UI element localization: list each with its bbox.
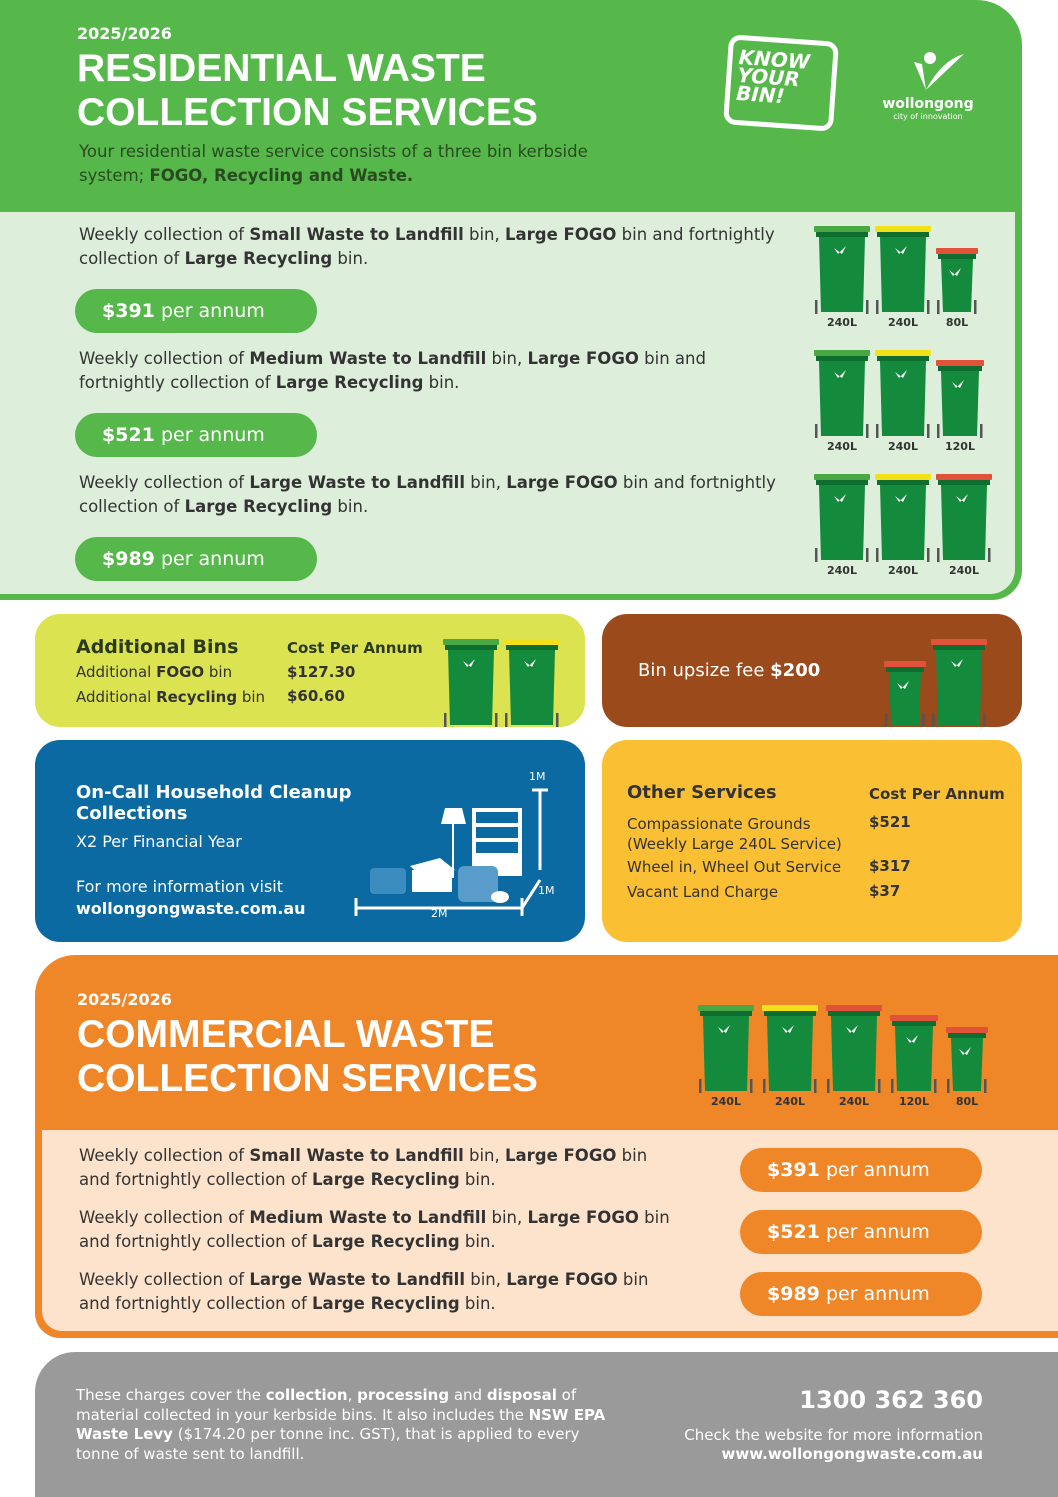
know-your-bin-logo: KNOW YOUR BIN!	[722, 34, 840, 132]
bin-size-label: 240L	[711, 1095, 741, 1108]
residential-year: 2025/2026	[77, 24, 172, 43]
bin-size-label: 240L	[827, 440, 857, 453]
price-pill: $521 per annum	[75, 413, 317, 457]
price-pill: $391 per annum	[75, 289, 317, 333]
wheelie-bin-red-lid: 240L	[936, 474, 992, 577]
wheelie-bin-green-lid: 240L	[814, 350, 870, 453]
wheelie-bin-green-lid: 240L	[814, 226, 870, 329]
footer: These charges cover the collection, proc…	[35, 1352, 1058, 1497]
bin-size-label: 80L	[945, 316, 969, 329]
phone-number[interactable]: 1300 362 360	[799, 1386, 983, 1414]
wheelie-bin-red-lid	[884, 661, 926, 727]
cleanup-pile-illustration	[354, 788, 548, 916]
bin-size-label: 240L	[888, 564, 918, 577]
service-description: Weekly collection of Small Waste to Land…	[79, 225, 775, 268]
residential-intro: Your residential waste service consists …	[79, 142, 588, 185]
website-link[interactable]: www.wollongongwaste.com.au	[721, 1445, 983, 1463]
wheelie-bin-green-lid: 240L	[698, 1005, 754, 1108]
wollongong-logo: wollongong city of innovation	[878, 50, 978, 121]
wheelie-bin-yellow-lid: 240L	[875, 350, 931, 453]
additional-fogo: Additional FOGO bin	[76, 663, 233, 681]
additional-bins-card: Additional Bins Cost Per Annum Additiona…	[35, 614, 585, 727]
wheelie-bin-red-lid: 80L	[946, 1027, 988, 1108]
footer-note: These charges cover the collection, proc…	[76, 1386, 606, 1463]
service-description: Weekly collection of Small Waste to Land…	[79, 1146, 648, 1189]
other-services-card: Other Services Cost Per Annum Compassion…	[602, 740, 1022, 942]
bin-size-label: 80L	[955, 1095, 979, 1108]
service-description: Weekly collection of Large Waste to Land…	[79, 473, 776, 516]
wheelie-bin-green-lid	[443, 639, 499, 727]
bin-size-label: 120L	[899, 1095, 929, 1108]
price-pill: $989 per annum	[75, 537, 317, 581]
additional-recycling: Additional Recycling bin	[76, 688, 266, 706]
price-pill: $989 per annum	[740, 1272, 982, 1316]
bin-size-label: 240L	[775, 1095, 805, 1108]
bin-size-label: 240L	[949, 564, 979, 577]
price-pill: $391 per annum	[740, 1148, 982, 1192]
upsize-card: Bin upsize fee $200	[602, 614, 1022, 727]
bin-size-label: 240L	[827, 316, 857, 329]
wheelie-bin-red-lid: 80L	[936, 248, 978, 329]
wheelie-bin-yellow-lid: 240L	[762, 1005, 818, 1108]
residential-title: RESIDENTIAL WASTE COLLECTION SERVICES	[77, 47, 538, 134]
bin-size-label: 120L	[945, 440, 975, 453]
wheelie-bin-red-lid: 240L	[826, 1005, 882, 1108]
leaf-icon	[914, 52, 964, 90]
bin-size-label: 240L	[888, 316, 918, 329]
price-pill: $521 per annum	[740, 1210, 982, 1254]
commercial-title: COMMERCIAL WASTE COLLECTION SERVICES	[77, 1013, 538, 1100]
cleanup-card: On-Call Household Cleanup Collections X2…	[35, 740, 585, 942]
cleanup-link[interactable]: wollongongwaste.com.au	[76, 899, 306, 918]
wheelie-bin-yellow-lid	[504, 639, 560, 727]
bin-size-label: 240L	[888, 440, 918, 453]
service-description: Weekly collection of Large Waste to Land…	[79, 1270, 649, 1313]
wheelie-bin-yellow-lid: 240L	[875, 474, 931, 577]
wheelie-bin-red-lid: 120L	[890, 1015, 938, 1108]
bin-size-label: 240L	[839, 1095, 869, 1108]
wheelie-bin-green-lid: 240L	[814, 474, 870, 577]
wheelie-bin-yellow-lid: 240L	[875, 226, 931, 329]
bin-size-label: 240L	[827, 564, 857, 577]
service-description: Weekly collection of Medium Waste to Lan…	[79, 349, 706, 392]
service-description: Weekly collection of Medium Waste to Lan…	[79, 1208, 670, 1251]
wheelie-bin-red-lid: 120L	[936, 360, 984, 453]
wheelie-bin-red-lid	[931, 639, 987, 727]
